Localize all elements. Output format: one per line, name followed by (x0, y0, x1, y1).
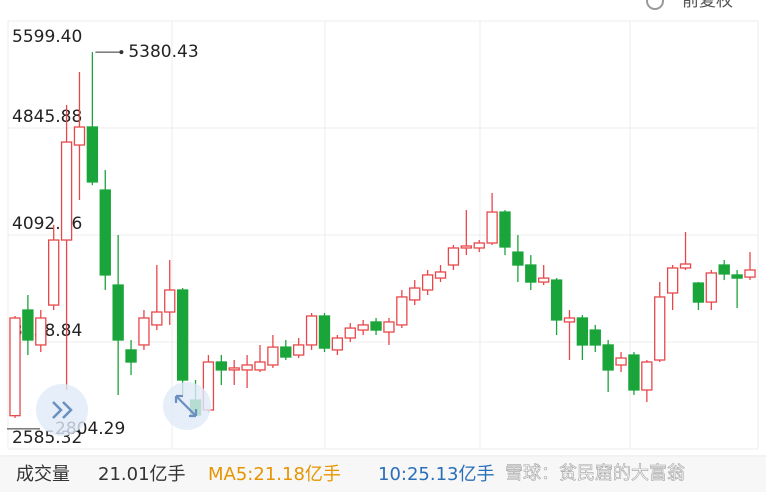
candle-body (215, 361, 227, 371)
candle-body (615, 357, 627, 366)
candle-body (486, 211, 498, 244)
adjust-label: 前复权 (682, 0, 733, 11)
candle-body (563, 317, 576, 323)
ma10-value: 10:25.13亿手 (378, 464, 495, 485)
candle-body (151, 311, 163, 326)
candle-body (73, 126, 86, 146)
candle-body (48, 239, 60, 306)
chevron-icon (52, 401, 73, 419)
candle-body (705, 272, 717, 303)
candle-body (396, 296, 408, 326)
candle-body (344, 327, 356, 339)
adjust-button[interactable]: 前复权 (646, 0, 733, 11)
candle-body (293, 344, 305, 356)
volume-strip (0, 457, 766, 492)
candle-body (318, 315, 331, 349)
collapse-button[interactable] (36, 384, 88, 436)
candle-body (254, 361, 266, 371)
candle-body (99, 189, 111, 276)
candle-body (9, 317, 21, 417)
expand-icon (174, 394, 198, 418)
candle-body (538, 277, 550, 283)
candle-body (112, 284, 124, 341)
candle-body (421, 274, 434, 291)
plot: 2585.323338.844092.364845.885599.405380.… (7, 20, 758, 450)
y-tick-label: 4845.88 (12, 107, 82, 127)
volume-title: 成交量 (16, 464, 70, 485)
candle-body (731, 274, 743, 279)
candle-body (473, 242, 485, 249)
candle-body (164, 289, 176, 313)
candle-body (434, 271, 447, 279)
candle-body (383, 321, 395, 333)
candle-body (22, 309, 34, 341)
candle-body (176, 289, 189, 381)
zoom-button[interactable] (163, 382, 211, 430)
candle-body (654, 296, 666, 361)
candle-body (512, 251, 524, 266)
volume-value: 21.01亿手 (98, 464, 186, 485)
candle-body (138, 317, 150, 346)
candle-body (409, 287, 421, 301)
candle-body (460, 245, 472, 249)
max-marker-label: 5380.43 (128, 42, 198, 62)
watermark: 雪球：贫民窟的大富翁 (505, 463, 685, 484)
candle-body (718, 264, 730, 275)
candle-body (589, 329, 601, 346)
candle-body (550, 279, 563, 321)
candle-body (60, 141, 73, 241)
candle-body (602, 344, 614, 371)
candle-body (499, 211, 511, 248)
candle-body (357, 324, 369, 331)
candle-body (370, 321, 382, 331)
candle-body (692, 282, 705, 303)
candle-body (628, 354, 640, 391)
candle-body (576, 317, 589, 346)
max-marker-dot (119, 50, 124, 55)
candle-body (280, 346, 292, 358)
ma5-value: MA5:21.18亿手 (208, 464, 341, 485)
candle-body (744, 269, 756, 278)
candle-body (241, 364, 253, 371)
y-tick-label: 5599.40 (12, 27, 82, 47)
candle-body (86, 126, 99, 183)
candle-body (305, 315, 318, 346)
candle-body (35, 317, 47, 346)
candle-body (666, 267, 679, 294)
candle-body (331, 337, 344, 351)
candle-body (525, 264, 537, 283)
candle-body (447, 247, 460, 266)
candle-body (125, 349, 137, 363)
candle-body (267, 346, 279, 366)
gear-icon (646, 0, 664, 10)
candle-body (679, 263, 692, 269)
candle-body (228, 367, 240, 371)
candle-body (641, 361, 653, 391)
